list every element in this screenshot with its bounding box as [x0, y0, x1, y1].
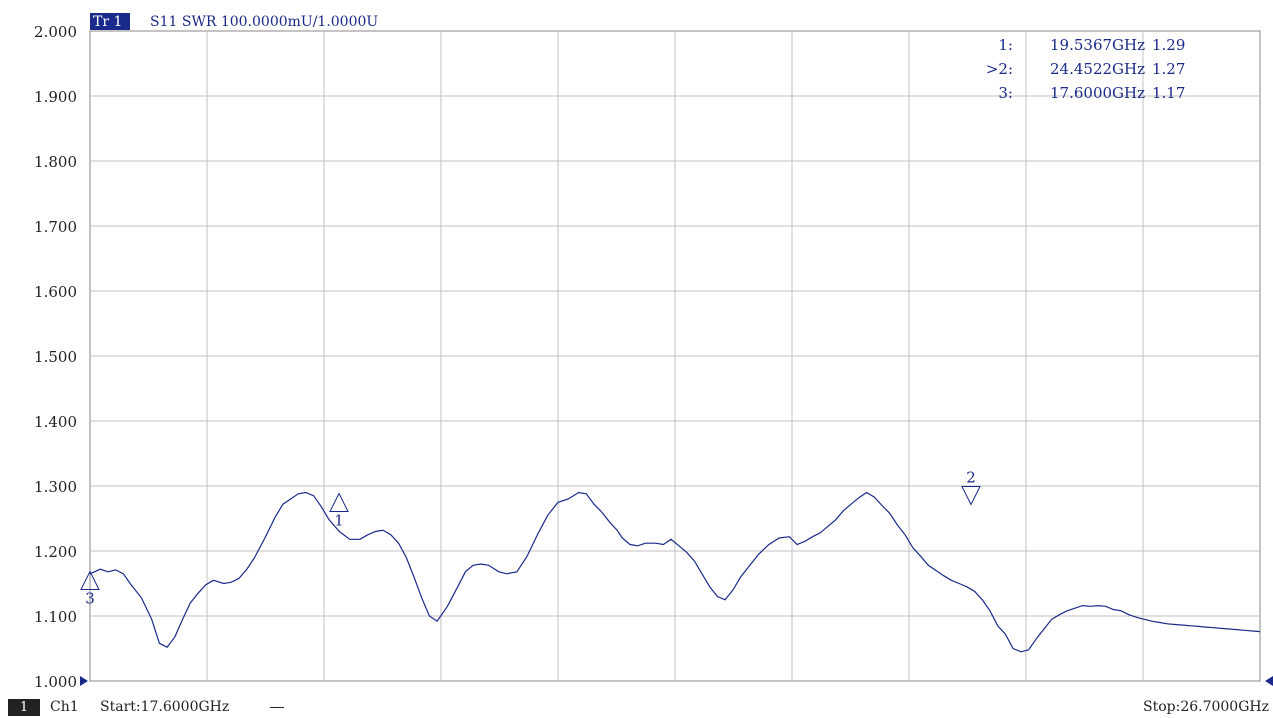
y-tick-labels: 2.000 1.900 1.800 1.700 1.600 1.500 1.400 1.300… [34, 23, 77, 691]
y-tick-label: 1.700 [34, 218, 77, 236]
y-tick-label: 1.400 [34, 413, 77, 431]
marker-1-triangle-icon[interactable] [329, 492, 349, 512]
trace-info: S11 SWR 100.0000mU/1.0000U [150, 14, 378, 30]
grid-lines [90, 31, 1260, 681]
readout-frequency: 24.4522GHz [1050, 60, 1145, 78]
y-tick-label: 1.900 [34, 88, 77, 106]
readout-marker-id: >2: [986, 60, 1013, 78]
y-tick-label: 1.200 [34, 543, 77, 561]
y-tick-label: 1.500 [34, 348, 77, 366]
marker-readout-table: 1: 19.5367GHz 1.29 >2: 24.4522GHz 1.27 3: 17.60… [986, 36, 1186, 102]
start-frequency[interactable]: Start:17.6000GHz [100, 699, 230, 715]
stop-edge-marker-icon[interactable] [1265, 676, 1273, 686]
status-bar: 1 Ch1 Start:17.6000GHz Stop:26.7000GHz [0, 698, 1273, 718]
readout-marker-id: 3: [998, 84, 1013, 102]
sweep-indicator [270, 707, 284, 708]
start-edge-marker-icon[interactable] [80, 676, 88, 686]
readout-frequency: 17.6000GHz [1050, 84, 1145, 102]
y-tick-label: 1.600 [34, 283, 77, 301]
y-tick-label: 1.300 [34, 478, 77, 496]
readout-value: 1.27 [1152, 60, 1185, 78]
marker-symbols: 1 2 3 [80, 469, 981, 608]
marker-2-label: 2 [966, 469, 976, 487]
trace-line-s11 [89, 491, 1261, 653]
smith-sweep-chart: 2.000 1.900 1.800 1.700 1.600 1.500 1.400 1.300… [34, 13, 1273, 691]
marker-3-triangle-icon[interactable] [80, 570, 100, 590]
readout-value: 1.29 [1152, 36, 1185, 54]
trace-badge[interactable] [90, 13, 130, 30]
y-tick-label: 1.100 [34, 608, 77, 626]
y-tick-label: 1.800 [34, 153, 77, 171]
trace-badge-label: Tr 1 [93, 14, 122, 30]
readout-marker-id: 1: [998, 36, 1013, 54]
stop-frequency[interactable]: Stop:26.7000GHz [1143, 699, 1269, 715]
channel-badge[interactable]: 1 [8, 699, 40, 716]
readout-frequency: 19.5367GHz [1050, 36, 1145, 54]
y-tick-label: 2.000 [34, 23, 77, 41]
y-tick-label: 1.000 [34, 673, 77, 691]
readout-value: 1.17 [1152, 84, 1185, 102]
marker-2-triangle-icon[interactable] [961, 486, 981, 506]
channel-name: Ch1 [50, 699, 79, 715]
marker-3-label: 3 [85, 590, 95, 608]
marker-1-label: 1 [334, 512, 344, 530]
